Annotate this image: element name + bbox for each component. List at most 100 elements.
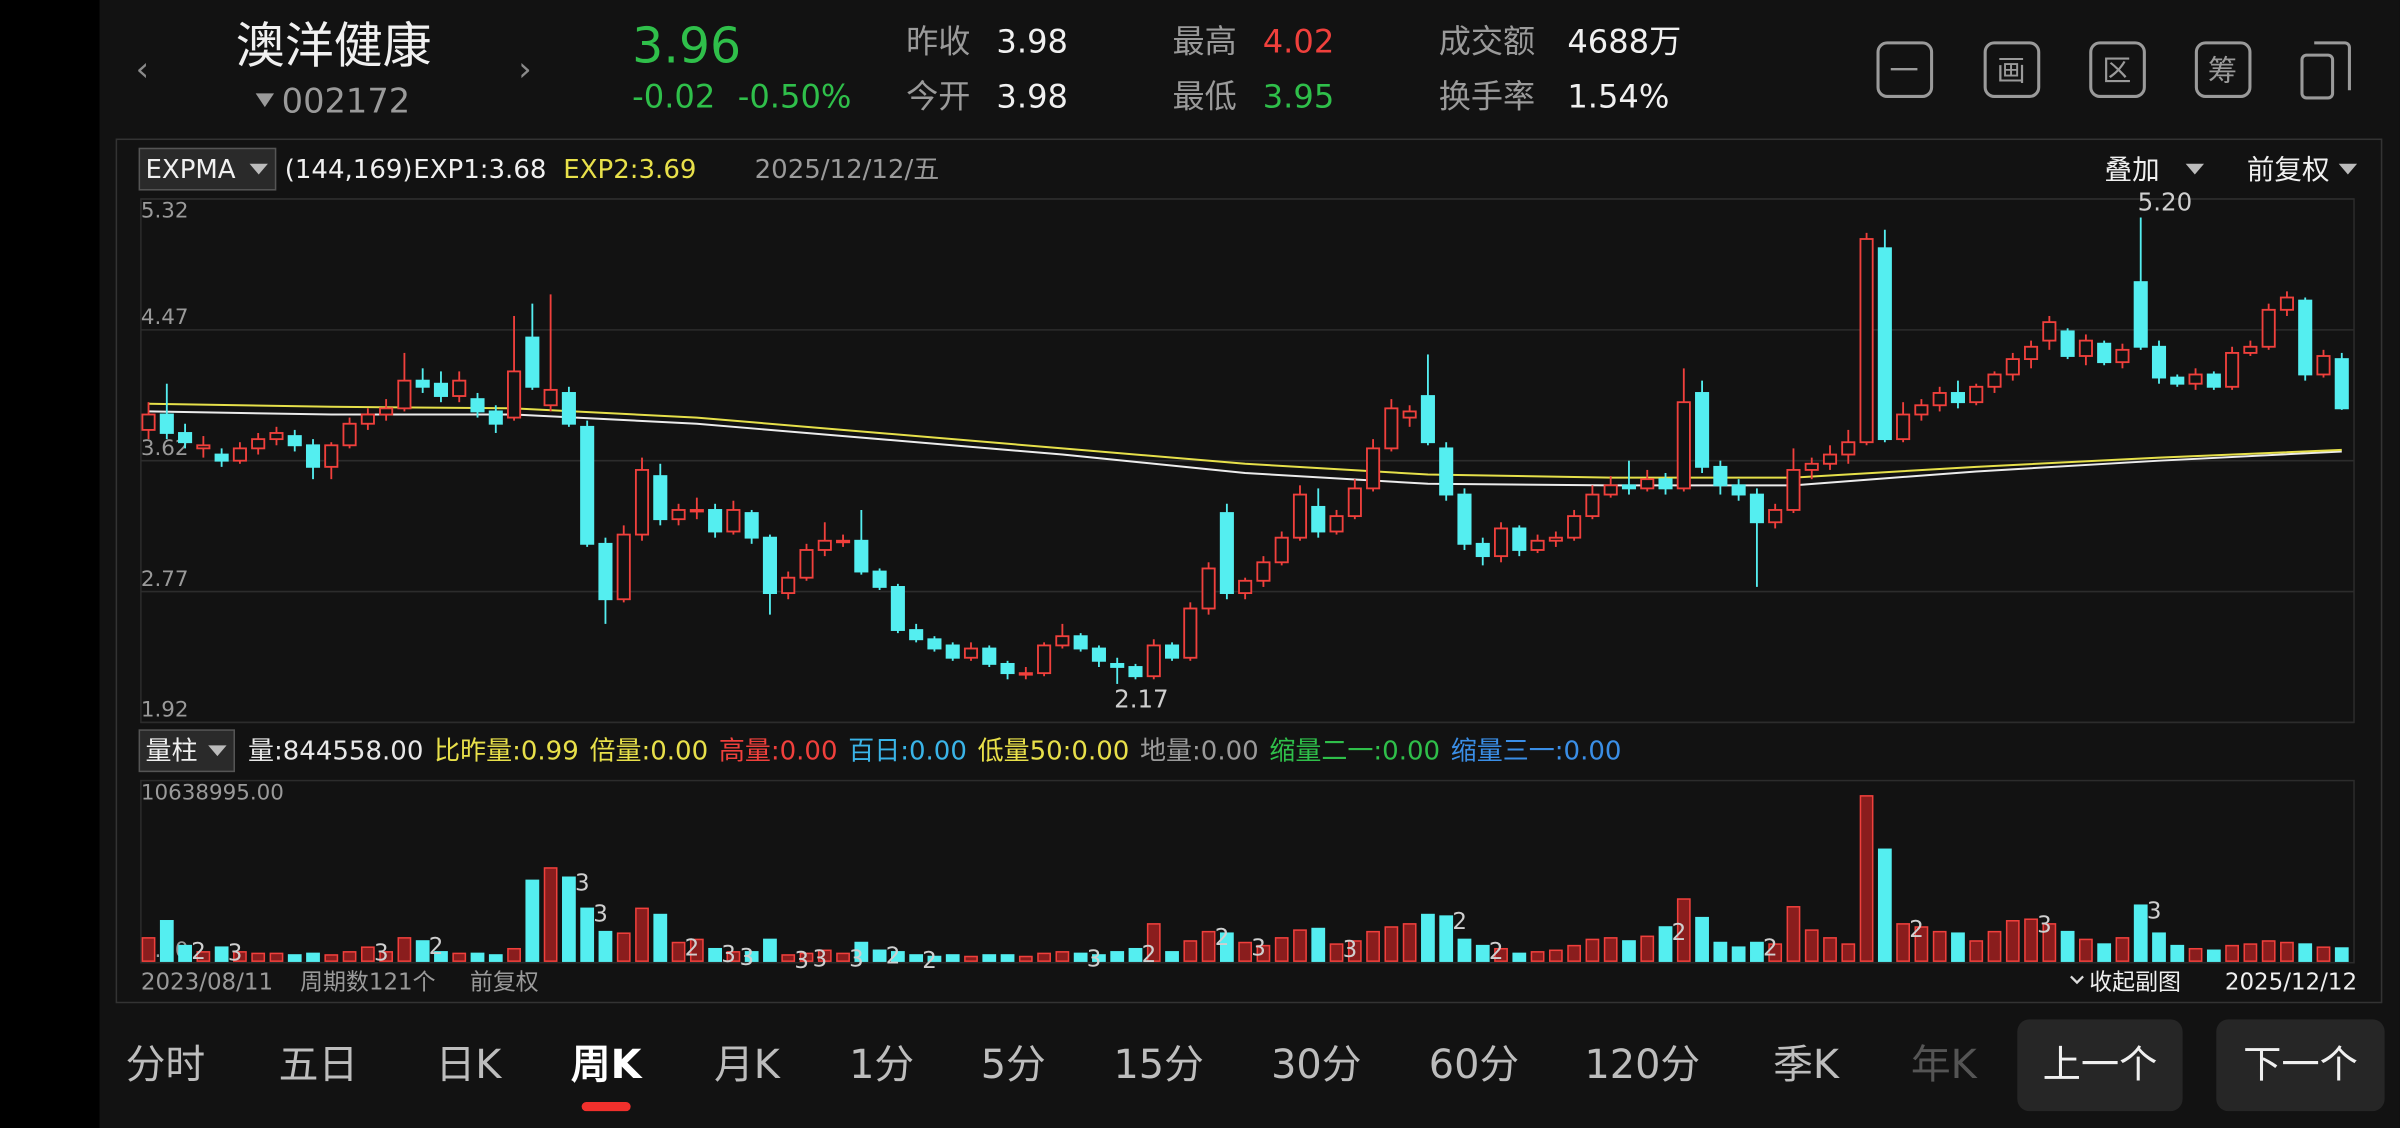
- tab[interactable]: 30分: [1271, 1042, 1361, 1088]
- overlay-button[interactable]: 叠加: [2105, 154, 2160, 186]
- tab[interactable]: 15分: [1113, 1042, 1203, 1088]
- candle-body: [1896, 413, 1911, 441]
- candle-body: [2188, 373, 2203, 385]
- prev-arrow[interactable]: ‹: [136, 49, 149, 88]
- stat-value: 3.98: [996, 22, 1068, 60]
- toolbar: [1876, 41, 2351, 100]
- adjust-button[interactable]: 前复权: [2247, 154, 2330, 186]
- volume-bar: [1347, 940, 1362, 962]
- candle-body: [909, 629, 924, 641]
- tool-button[interactable]: [1876, 41, 1934, 98]
- candle-body: [1859, 238, 1874, 444]
- stat-label: 今开: [906, 77, 970, 115]
- volume-info: 百日:0.00: [848, 736, 967, 766]
- collapse-button[interactable]: 收起副图: [2089, 970, 2181, 996]
- volume-bar: [2298, 943, 2313, 962]
- tab[interactable]: 年K: [1911, 1042, 1978, 1088]
- volume-info: 缩量二一:0.00: [1269, 736, 1440, 766]
- volume-bar: [1750, 941, 1764, 962]
- tab[interactable]: 1分: [849, 1042, 914, 1088]
- next-button-label: 下一个: [2243, 1043, 2358, 1088]
- tab[interactable]: 五日: [279, 1042, 359, 1088]
- y-tick-label: 2.77: [141, 567, 189, 592]
- candle-body: [1621, 484, 1637, 490]
- volume-bar: [1969, 940, 1984, 962]
- volume-mark: 2: [685, 936, 700, 962]
- volume-bar: [2280, 941, 2294, 962]
- volume-bar: [2334, 947, 2349, 962]
- volume-bar: [2170, 944, 2185, 962]
- stat-value: 3.95: [1263, 77, 1335, 115]
- volume-bar: [982, 954, 997, 962]
- volume-bar: [1548, 949, 1563, 962]
- volume-bar: [2152, 932, 2166, 962]
- candle-body: [671, 509, 686, 521]
- volume-bar: [1366, 930, 1380, 962]
- prev-button[interactable]: [2017, 1019, 2183, 1112]
- tool-button[interactable]: [2194, 41, 2252, 98]
- candle-body: [324, 444, 339, 468]
- tab[interactable]: 5分: [981, 1042, 1046, 1088]
- tab[interactable]: 季K: [1773, 1042, 1840, 1088]
- candle-body: [1841, 441, 1856, 456]
- indicator-selector[interactable]: [138, 147, 277, 191]
- volume-bar: [1219, 932, 1234, 962]
- candle-body: [360, 413, 375, 425]
- volume-bar: [2133, 904, 2148, 962]
- volume-bar: [1110, 951, 1125, 962]
- candle-body: [2243, 345, 2258, 354]
- tab[interactable]: 月K: [714, 1042, 781, 1088]
- volume-bar: [1128, 947, 1143, 962]
- candle-body: [1475, 542, 1490, 558]
- candle-body: [1420, 395, 1435, 444]
- chart-frame: [115, 138, 2383, 1004]
- volume-bar: [233, 951, 247, 962]
- candle-body: [2060, 330, 2075, 357]
- volume-bar: [1475, 944, 1490, 962]
- tab[interactable]: 日K: [435, 1042, 502, 1088]
- price: 3.96: [632, 17, 741, 74]
- candle-body: [1439, 447, 1454, 496]
- volume-bar: [1603, 937, 1618, 962]
- tab[interactable]: 周K: [571, 1042, 644, 1088]
- volume-bar: [415, 940, 430, 962]
- tab[interactable]: 60分: [1429, 1042, 1519, 1088]
- candle-body: [744, 512, 759, 539]
- candle-body: [2279, 296, 2294, 311]
- volume-bar: [1951, 932, 1965, 962]
- volume-bar: [1092, 954, 1106, 962]
- candle-body: [963, 647, 979, 659]
- tab[interactable]: 分时: [126, 1042, 206, 1088]
- phone-icon[interactable]: [2300, 53, 2335, 100]
- candle-body: [561, 392, 576, 425]
- volume-mark: 3: [813, 947, 828, 973]
- tool-button[interactable]: [2089, 41, 2146, 98]
- candle-body: [781, 576, 796, 595]
- volume-bar: [1932, 930, 1947, 962]
- volume-bar: [580, 907, 595, 962]
- volume-bar: [1073, 952, 1088, 962]
- tool-label: 一: [1890, 53, 1919, 87]
- volume-bar: [1731, 946, 1746, 962]
- volume-mark: 3: [2037, 912, 2052, 938]
- volume-bar: [1183, 940, 1198, 962]
- candle-body: [1695, 392, 1710, 468]
- candle-body: [1091, 647, 1106, 662]
- volume-bar: [1457, 938, 1472, 962]
- tool-button[interactable]: [1983, 41, 2041, 98]
- volume-bar: [269, 952, 284, 962]
- next-arrow[interactable]: ›: [518, 49, 531, 88]
- candle-body: [452, 379, 467, 397]
- candle-body: [433, 382, 449, 397]
- tab[interactable]: 120分: [1584, 1042, 1700, 1088]
- volume-bar: [306, 952, 320, 962]
- candle-body: [2334, 358, 2349, 410]
- volume-bar: [488, 954, 503, 962]
- next-button[interactable]: [2216, 1019, 2385, 1112]
- volume-bar: [1914, 926, 1929, 962]
- change: -0.02: [632, 77, 715, 115]
- candle-body: [726, 509, 741, 533]
- volume-selector-label: 量柱: [145, 736, 197, 766]
- candle-body: [1274, 536, 1289, 564]
